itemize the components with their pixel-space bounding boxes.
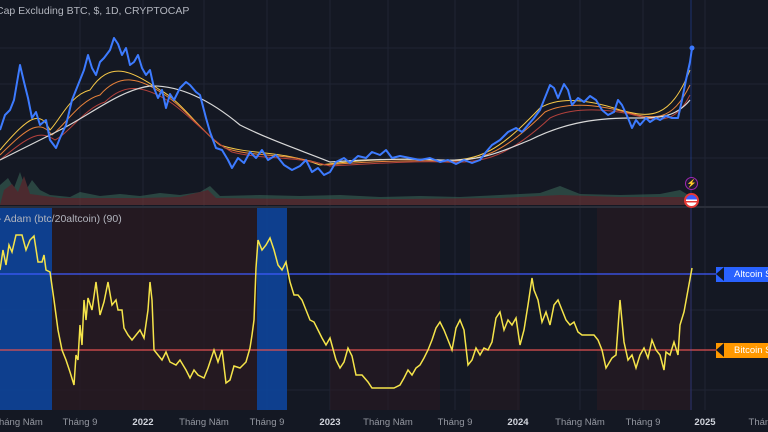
axis-label: Tháng 9 xyxy=(437,417,473,428)
altcoin-season-tag: Altcoin Season xyxy=(716,267,768,282)
axis-label: Tháng Năm xyxy=(363,417,413,428)
axis-label-year: 2024 xyxy=(507,417,529,428)
axis-label-year: 2025 xyxy=(694,417,716,428)
axis-label: Tháng xyxy=(748,417,768,428)
flash-icon[interactable]: ⚡ xyxy=(685,177,698,190)
axis-label: Tháng 9 xyxy=(625,417,661,428)
last-price-dot xyxy=(689,45,695,51)
axis-label: Tháng 9 xyxy=(62,417,98,428)
volume-histogram xyxy=(0,172,690,205)
axis-label-year: 2023 xyxy=(319,417,341,428)
axis-label: Tháng 9 xyxy=(249,417,285,428)
bitcoin-season-tag: Bitcoin Season xyxy=(716,343,768,358)
season-bands xyxy=(0,208,692,410)
axis-label: Tháng Năm xyxy=(555,417,605,428)
main-pane-title: Cap Excluding BTC, $, 1D, CRYPTOCAP xyxy=(0,5,190,17)
axis-label: Tháng Năm xyxy=(0,417,43,428)
axis-label: Tháng Năm xyxy=(179,417,229,428)
price-line xyxy=(0,37,693,176)
us-flag-icon[interactable] xyxy=(684,193,699,208)
indicator-pane-title: - Adam (btc/20altcoin) (90) xyxy=(0,213,122,225)
axis-label-year: 2022 xyxy=(132,417,154,428)
indicator-line xyxy=(0,234,693,389)
